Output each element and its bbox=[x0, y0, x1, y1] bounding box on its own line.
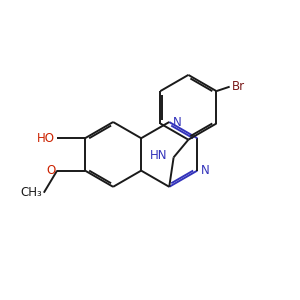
Text: HN: HN bbox=[150, 149, 167, 162]
Text: N: N bbox=[201, 164, 209, 177]
Text: HO: HO bbox=[37, 132, 55, 145]
Text: N: N bbox=[173, 116, 182, 128]
Text: O: O bbox=[46, 164, 55, 177]
Text: Br: Br bbox=[232, 80, 245, 93]
Text: CH₃: CH₃ bbox=[21, 186, 42, 199]
